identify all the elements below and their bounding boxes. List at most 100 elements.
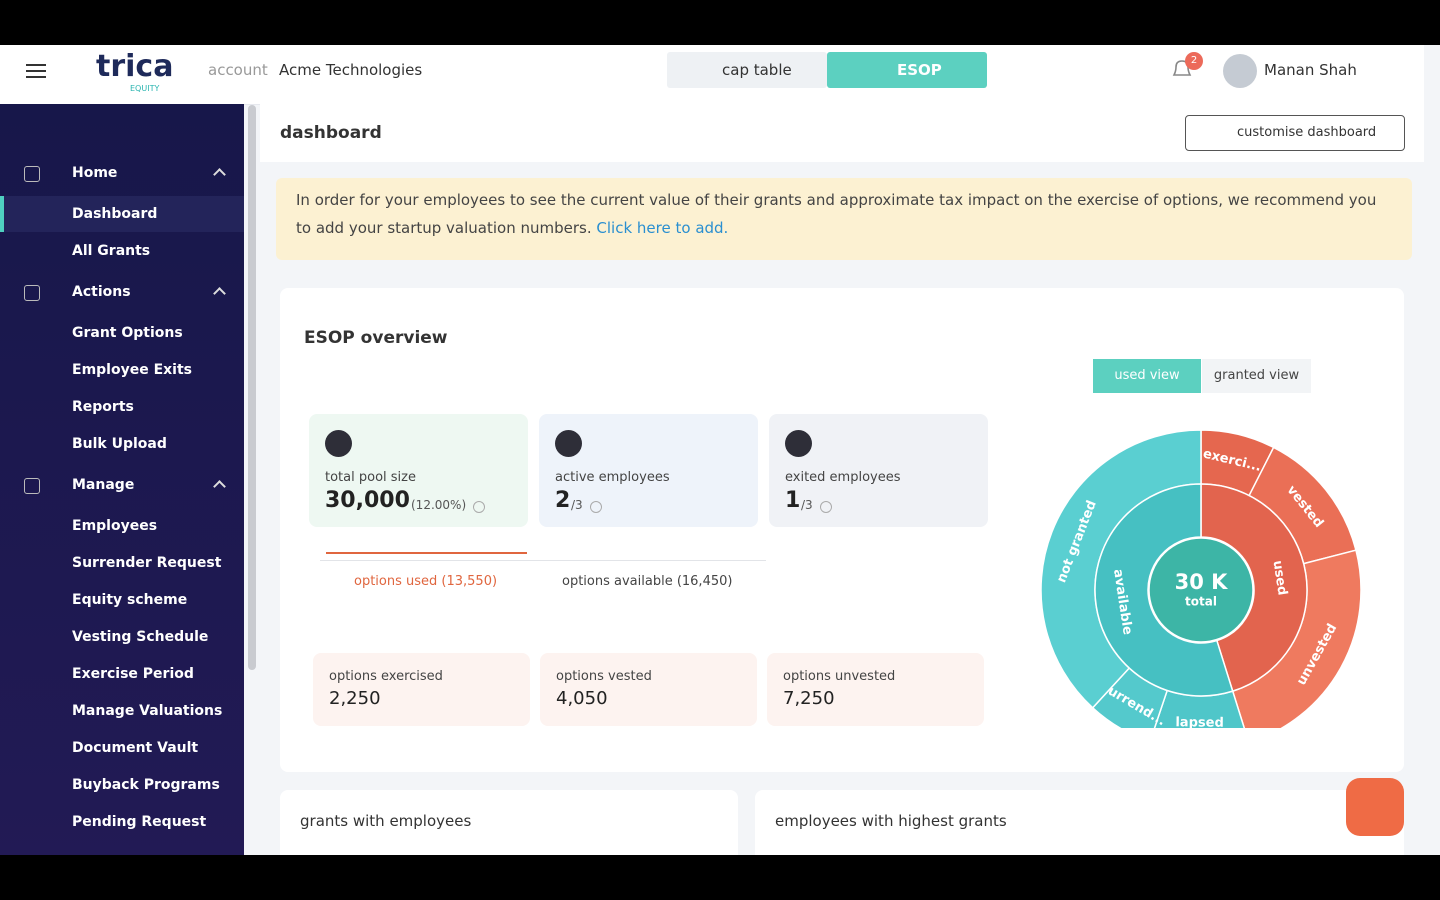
app: trica EQUITY account Acme Technologies c…: [0, 45, 1440, 855]
customise-button[interactable]: customise dashboard: [1185, 115, 1405, 151]
nav-item[interactable]: Manage Valuations: [0, 693, 244, 729]
alert-text: In order for your employees to see the c…: [296, 191, 1376, 237]
card-value: 30,000: [325, 488, 410, 513]
stat-card: options exercised2,250: [313, 653, 530, 726]
info-card: active employees 2/3: [539, 414, 758, 527]
options-tab[interactable]: options used (13,550): [354, 574, 497, 589]
account-name[interactable]: Acme Technologies: [279, 61, 422, 79]
sidebar: Home DashboardAll Grants Actions Grant Opti…: [0, 104, 244, 855]
section-label: Settings: [72, 845, 138, 855]
nav-label: Employees: [72, 508, 157, 544]
nav-item[interactable]: Buyback Programs: [0, 767, 244, 803]
sunburst-chart: exerci...vestedunvestedlapsedsurrend...n…: [1020, 368, 1380, 728]
alert-link[interactable]: Click here to add.: [596, 219, 728, 237]
info-card: total pool size 30,000(12.00%): [309, 414, 528, 527]
nav-item[interactable]: Dashboard: [0, 196, 244, 232]
nav-item[interactable]: Reports: [0, 389, 244, 425]
nav-item[interactable]: Bulk Upload: [0, 426, 244, 462]
info-icon[interactable]: [590, 501, 602, 513]
tab-label: cap table: [722, 61, 792, 79]
nav-item[interactable]: Employees: [0, 508, 244, 544]
stat-card: options vested 4,050: [540, 653, 757, 726]
tab-line: [320, 560, 766, 561]
nav-item[interactable]: Grant Options: [0, 315, 244, 351]
menu-icon[interactable]: [26, 63, 46, 79]
cap-table-tab[interactable]: cap table: [667, 52, 827, 88]
section-icon: [24, 478, 40, 494]
chevron: [213, 287, 226, 300]
user-name[interactable]: Manan Shah: [1264, 61, 1357, 79]
card-value: 2: [555, 488, 570, 513]
section-icon: [24, 166, 40, 182]
avatar[interactable]: [1223, 54, 1257, 88]
tab-underline: [326, 552, 527, 554]
nav-label: Reports: [72, 389, 134, 425]
info-card: exited employees1/3: [769, 414, 988, 527]
section-header[interactable]: Home: [0, 155, 244, 191]
stat-label: options unvested: [783, 669, 895, 684]
grants-card: grants with employees: [280, 790, 738, 855]
alert: In order for your employees to see the c…: [276, 178, 1412, 260]
nav-label: Buyback Programs: [72, 767, 220, 803]
overview-card: ESOP overview exerci...vestedunvestedlap…: [280, 288, 1404, 772]
highest-card: employees with highest grants: [755, 790, 1404, 855]
nav-item[interactable]: Document Vault: [0, 730, 244, 766]
nav-item[interactable]: Equity scheme: [0, 582, 244, 618]
logo-sub: EQUITY: [130, 84, 159, 93]
stat-label: options exercised: [329, 669, 443, 684]
section-label: Manage: [72, 467, 134, 503]
view-toggle[interactable]: granted view: [1202, 359, 1311, 393]
section-icon: [24, 285, 40, 301]
page-title: dashboard: [280, 123, 382, 143]
title-bar: dashboard customise dashboard: [260, 104, 1424, 162]
card-label: total pool size: [325, 470, 416, 485]
nav-label: Grant Options: [72, 315, 183, 351]
esop-tab[interactable]: ESOP: [827, 52, 987, 88]
nav-label: Surrender Request: [72, 545, 221, 581]
nav-label: Dashboard: [72, 196, 157, 232]
center-label: 30 K: [1175, 570, 1229, 594]
card-title: employees with highest grants: [775, 812, 1007, 830]
section-label: Home: [72, 155, 117, 191]
nav-item[interactable]: Surrender Request: [0, 545, 244, 581]
logo[interactable]: trica: [96, 49, 173, 84]
chat-button[interactable]: [1346, 778, 1404, 836]
section-header[interactable]: Actions: [0, 274, 244, 310]
chevron: [213, 168, 226, 181]
stat-card: options unvested 7,250: [767, 653, 984, 726]
chevron: [213, 480, 226, 493]
options-tab[interactable]: options available (16,450): [562, 574, 732, 589]
nav-label: Pending Request: [72, 804, 206, 840]
card-icon: [555, 430, 582, 457]
nav-item[interactable]: Vesting Schedule: [0, 619, 244, 655]
info-icon[interactable]: [820, 501, 832, 513]
section-header[interactable]: Manage: [0, 467, 244, 503]
stat-value: 7,250: [783, 688, 835, 709]
scrollbar[interactable]: [248, 105, 256, 670]
segment-label: lapsed: [1175, 715, 1224, 728]
card-note: /3: [801, 498, 813, 512]
nav-label: Employee Exits: [72, 352, 192, 388]
card-title: grants with employees: [300, 812, 471, 830]
nav-item[interactable]: Employee Exits: [0, 352, 244, 388]
view-toggle[interactable]: used view: [1093, 359, 1201, 393]
card-value: 1: [785, 488, 800, 513]
stat-label: options vested: [556, 669, 652, 684]
button-label: customise dashboard: [1237, 125, 1376, 140]
card-icon: [785, 430, 812, 457]
card-note: /3: [571, 498, 583, 512]
nav-label: Document Vault: [72, 730, 198, 766]
info-icon[interactable]: [473, 501, 485, 513]
card-label: active employees: [555, 470, 670, 485]
top-bar: trica EQUITY account Acme Technologies c…: [0, 45, 1424, 105]
card-note: (12.00%): [411, 498, 466, 512]
nav-item[interactable]: Exercise Period: [0, 656, 244, 692]
stat-value: 4,050: [556, 688, 608, 709]
nav-label: Manage Valuations: [72, 693, 222, 729]
nav-item[interactable]: All Grants: [0, 233, 244, 269]
nav-label: Exercise Period: [72, 656, 194, 692]
section-header[interactable]: Settings: [0, 845, 244, 855]
nav-label: Bulk Upload: [72, 426, 167, 462]
nav-item[interactable]: Pending Request: [0, 804, 244, 840]
